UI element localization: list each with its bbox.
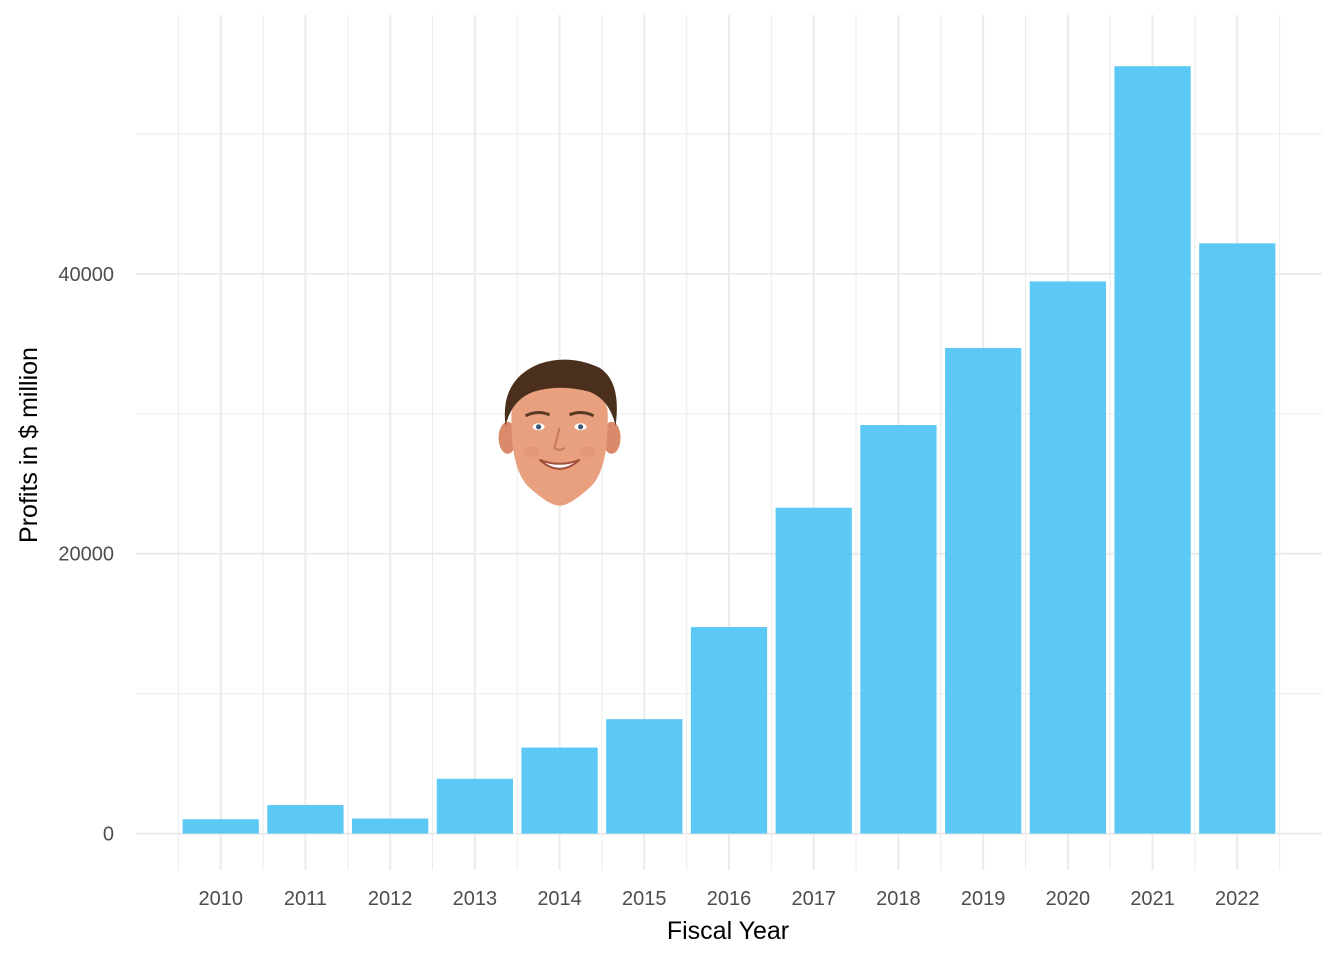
x-tick-label-2020: 2020: [1046, 888, 1091, 910]
bar-2012: [352, 818, 429, 834]
x-tick-label-2017: 2017: [791, 888, 836, 910]
annotation-layer: [498, 359, 621, 506]
bar-2013: [436, 778, 513, 834]
y-axis-title: Profits in $ million: [15, 347, 43, 543]
y-tick-label: 0: [103, 824, 114, 846]
x-tick-label-2015: 2015: [622, 888, 667, 910]
x-tick-label-2011: 2011: [284, 888, 327, 910]
x-tick-labels: 2010 2011 2012 2013 2014 2015 2016 2017 2018 2019…: [198, 888, 1259, 910]
bar-2011: [267, 805, 344, 834]
x-tick-label-2018: 2018: [876, 888, 921, 910]
y-tick-labels: 0 20000 40000: [58, 264, 114, 846]
face-photo-annotation: [498, 359, 621, 506]
x-tick-label-2016: 2016: [707, 888, 752, 910]
x-tick-label-2013: 2013: [453, 888, 498, 910]
bar-2021: [1114, 66, 1191, 834]
x-axis-title: Fiscal Year: [667, 917, 789, 945]
bar-2010: [182, 819, 259, 834]
bar-2015: [606, 719, 683, 834]
x-tick-label-2012: 2012: [368, 888, 413, 910]
bar-2019: [945, 348, 1022, 834]
bar-2016: [690, 627, 768, 834]
x-tick-label-2021: 2021: [1130, 888, 1175, 910]
bar-2020: [1029, 281, 1106, 834]
bar-2017: [775, 507, 852, 834]
bar-2022: [1199, 243, 1276, 834]
x-tick-label-2022: 2022: [1215, 888, 1260, 910]
x-tick-label-2019: 2019: [961, 888, 1006, 910]
bar-2014: [521, 747, 598, 834]
bar-2018: [860, 425, 937, 834]
bars: [182, 66, 1276, 834]
x-tick-label-2014: 2014: [537, 888, 582, 910]
y-tick-label: 20000: [58, 544, 114, 566]
y-tick-label: 40000: [58, 264, 114, 286]
x-tick-label-2010: 2010: [198, 888, 243, 910]
